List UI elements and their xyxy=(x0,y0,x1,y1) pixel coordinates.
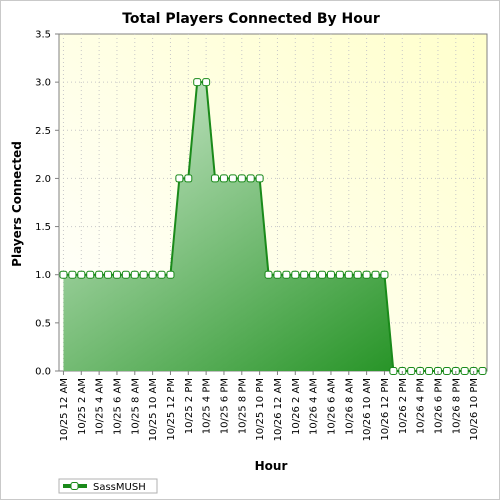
x-tick-label: 10/26 12 AM xyxy=(273,378,284,441)
data-point xyxy=(139,270,148,279)
x-tick-label: 10/26 6 AM xyxy=(326,378,337,435)
x-tick-label: 10/25 12 AM xyxy=(59,378,70,441)
data-point xyxy=(202,78,211,87)
data-point xyxy=(59,270,68,279)
x-tick-label: 10/25 12 PM xyxy=(166,378,177,441)
x-tick-label: 10/26 2 AM xyxy=(291,378,302,435)
data-point xyxy=(264,270,273,279)
data-point xyxy=(371,270,380,279)
data-point xyxy=(255,174,264,183)
y-tick-label: 3.5 xyxy=(35,30,51,41)
data-point xyxy=(309,270,318,279)
data-point xyxy=(335,270,344,279)
data-point xyxy=(175,174,184,183)
legend: SassMUSH xyxy=(58,478,158,494)
x-tick-label: 10/26 8 PM xyxy=(451,378,462,434)
x-tick-label: 10/26 2 PM xyxy=(398,378,409,434)
x-tick-label: 10/25 4 PM xyxy=(202,378,213,434)
data-point xyxy=(166,270,175,279)
data-point xyxy=(68,270,77,279)
data-point xyxy=(389,367,398,375)
data-point xyxy=(407,367,416,375)
data-point xyxy=(193,78,202,87)
data-point xyxy=(344,270,353,279)
x-tick-label: 10/26 10 AM xyxy=(362,378,373,441)
data-point xyxy=(237,174,246,183)
data-point xyxy=(157,270,166,279)
legend-label: SassMUSH xyxy=(93,482,146,493)
y-tick-label: 3.0 xyxy=(35,78,51,89)
x-tick-label: 10/25 8 PM xyxy=(237,378,248,434)
data-point xyxy=(460,367,469,375)
data-point xyxy=(353,270,362,279)
data-point xyxy=(77,270,86,279)
y-tick-label: 2.0 xyxy=(35,174,51,185)
data-point xyxy=(219,174,228,183)
legend-swatch-marker xyxy=(70,482,79,490)
data-point xyxy=(130,270,139,279)
x-tick-label: 10/25 6 PM xyxy=(219,378,230,434)
y-tick-label: 1.0 xyxy=(35,270,51,281)
data-point xyxy=(228,174,237,183)
data-point xyxy=(148,270,157,279)
data-point xyxy=(300,270,309,279)
data-point xyxy=(380,270,389,279)
x-tick-label: 10/26 6 PM xyxy=(433,378,444,434)
data-point xyxy=(442,367,451,375)
series-area xyxy=(63,82,483,372)
legend-box xyxy=(58,478,158,494)
y-axis-title: Players Connected xyxy=(10,141,24,267)
x-axis-title: Hour xyxy=(255,459,288,473)
data-point xyxy=(184,174,193,183)
data-point xyxy=(86,270,95,279)
x-tick-label: 10/25 8 AM xyxy=(130,378,141,435)
data-point xyxy=(362,270,371,279)
y-tick-label: 0.5 xyxy=(35,318,51,329)
x-tick-label: 10/26 10 PM xyxy=(469,378,480,441)
x-tick-label: 10/26 12 PM xyxy=(380,378,391,441)
x-tick-label: 10/25 4 AM xyxy=(95,378,106,435)
y-tick-label: 1.5 xyxy=(35,222,51,233)
data-point xyxy=(112,270,121,279)
data-point xyxy=(425,367,434,375)
x-tick-label: 10/26 4 PM xyxy=(416,378,427,434)
data-point xyxy=(318,270,327,279)
data-point xyxy=(291,270,300,279)
data-point xyxy=(121,270,130,279)
data-point xyxy=(478,367,487,375)
data-point xyxy=(282,270,291,279)
data-point xyxy=(95,270,104,279)
data-point xyxy=(273,270,282,279)
x-tick-label: 10/26 8 AM xyxy=(344,378,355,435)
data-point xyxy=(104,270,113,279)
x-tick-label: 10/25 10 PM xyxy=(255,378,266,441)
x-tick-label: 10/25 6 AM xyxy=(112,378,123,435)
data-point xyxy=(246,174,255,183)
x-tick-label: 10/25 2 AM xyxy=(77,378,88,435)
data-point xyxy=(211,174,220,183)
y-tick-label: 0.0 xyxy=(35,367,51,378)
chart-title: Total Players Connected By Hour xyxy=(122,11,380,27)
data-point xyxy=(326,270,335,279)
y-tick-label: 2.5 xyxy=(35,126,51,137)
x-tick-label: 10/25 10 AM xyxy=(148,378,159,441)
x-tick-label: 10/26 4 AM xyxy=(309,378,320,435)
x-tick-label: 10/25 2 PM xyxy=(184,378,195,434)
